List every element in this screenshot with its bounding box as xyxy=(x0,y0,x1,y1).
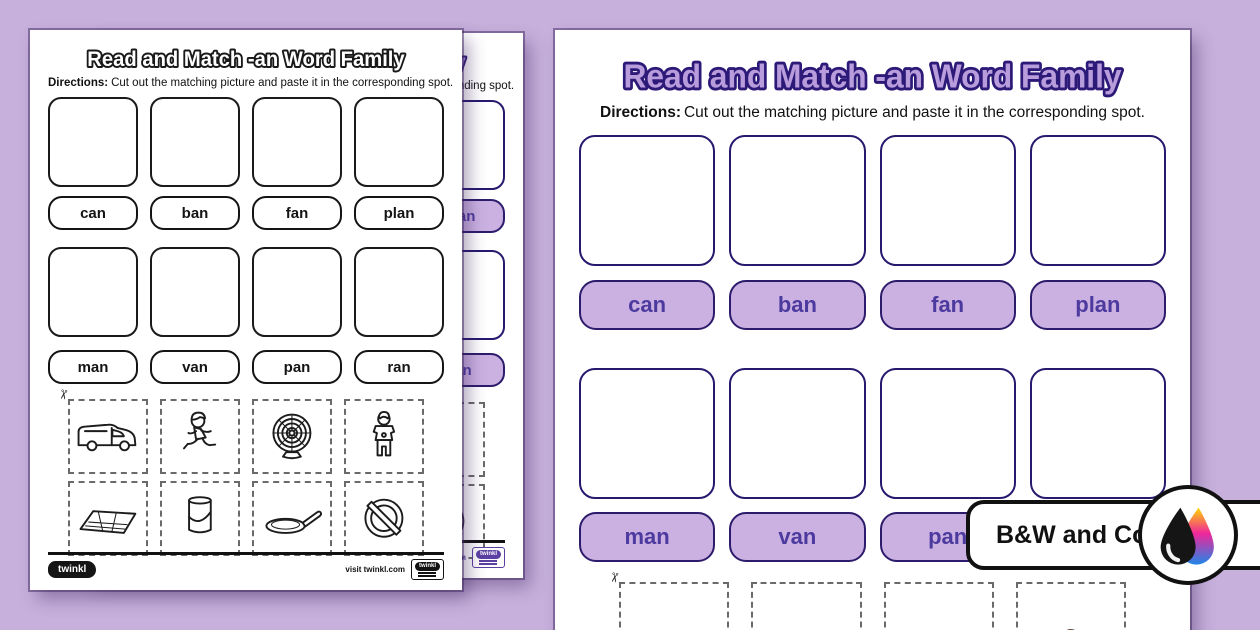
running-boy-icon xyxy=(183,411,217,450)
worksheet-page-bw: Read and Match -an Word Family Direction… xyxy=(30,30,462,590)
word-card-ban: ban xyxy=(729,280,866,330)
van-icon xyxy=(630,594,719,630)
word-card-plan: plan xyxy=(1029,280,1166,330)
cutout-card xyxy=(160,399,240,474)
cutout-row xyxy=(619,582,1126,630)
cutout-card xyxy=(751,582,862,630)
worksheet-title: Read and Match -an Word Family xyxy=(621,56,1125,98)
cutout-card xyxy=(160,481,240,556)
word-card-man: man xyxy=(579,512,716,562)
scissors-icon: ✂ xyxy=(606,570,623,585)
twinkl-stamp: twinkl xyxy=(410,558,444,580)
cutout-card xyxy=(344,481,424,556)
sheet-footer: twinkl visit twinkl.com twinkl xyxy=(48,551,444,580)
worksheet-page-color: Read and Match -an Word Family Direction… xyxy=(555,30,1190,630)
cutout-section: ✂ xyxy=(55,388,424,556)
ink-drop-icon xyxy=(1138,485,1238,585)
word-card-ran: ran xyxy=(354,350,444,384)
cutout-card xyxy=(619,582,730,630)
word-card-can: can xyxy=(579,280,716,330)
cutout-card xyxy=(883,582,994,630)
cutout-row xyxy=(68,481,424,556)
paste-box xyxy=(150,247,240,337)
van-icon xyxy=(77,423,137,452)
word-card-fan: fan xyxy=(879,280,1016,330)
twinkl-logo: twinkl xyxy=(48,560,97,578)
paste-box xyxy=(252,247,342,337)
soda-can-icon xyxy=(188,496,212,534)
running-boy-icon xyxy=(801,629,808,630)
word-card-van: van xyxy=(150,350,240,384)
man-icon xyxy=(1066,628,1076,630)
directions: Directions:Cut out the matching picture … xyxy=(48,77,454,89)
paste-box xyxy=(252,97,342,187)
word-card-row: man van pan ran xyxy=(48,350,444,384)
paste-box xyxy=(48,97,138,187)
fan-icon xyxy=(894,594,983,630)
cutout-card xyxy=(68,481,148,556)
cutout-card xyxy=(344,399,424,474)
paste-box-row xyxy=(579,368,1166,499)
fan-icon xyxy=(272,413,312,460)
scissors-icon: ✂ xyxy=(55,387,72,402)
paste-box-row xyxy=(48,247,444,337)
paste-box-row xyxy=(48,97,444,187)
svg-text:Read and Match -an Word Family: Read and Match -an Word Family xyxy=(87,47,405,71)
paste-box xyxy=(879,368,1016,499)
man-icon xyxy=(372,411,396,457)
visit-twinkl-text: visit twinkl.com xyxy=(345,564,405,574)
no-entry-icon xyxy=(364,499,404,538)
word-card-plan: plan xyxy=(354,196,444,230)
map-icon xyxy=(79,510,137,535)
word-card-row: can ban fan plan xyxy=(579,280,1166,330)
cutout-card xyxy=(252,481,332,556)
word-card-pan: pan xyxy=(252,350,342,384)
paste-box xyxy=(354,97,444,187)
word-card-fan: fan xyxy=(252,196,342,230)
svg-text:Read and Match -an Word Family: Read and Match -an Word Family xyxy=(623,58,1121,95)
cutout-card xyxy=(68,399,148,474)
cutout-card xyxy=(252,399,332,474)
paste-box xyxy=(729,368,866,499)
paste-box xyxy=(729,135,866,266)
word-card-can: can xyxy=(48,196,138,230)
paste-box xyxy=(579,368,716,499)
cutout-card xyxy=(1015,582,1126,630)
paste-box xyxy=(354,247,444,337)
word-card-row: can ban fan plan xyxy=(48,196,444,230)
directions: Directions:Cut out the matching picture … xyxy=(600,104,1145,121)
frying-pan-icon xyxy=(265,510,323,535)
paste-box-row xyxy=(579,135,1166,266)
paste-box xyxy=(579,135,716,266)
word-card-ban: ban xyxy=(150,196,240,230)
cutout-row xyxy=(68,399,424,474)
paste-box xyxy=(1029,368,1166,499)
cutout-section: ✂ xyxy=(606,571,1126,630)
twinkl-stamp: twinkl xyxy=(471,546,505,568)
word-card-van: van xyxy=(729,512,866,562)
word-card-man: man xyxy=(48,350,138,384)
worksheet-title: Read and Match -an Word Family xyxy=(85,45,406,73)
paste-box xyxy=(48,247,138,337)
paste-box xyxy=(1029,135,1166,266)
footer-divider xyxy=(48,551,444,555)
paste-box xyxy=(879,135,1016,266)
paste-box xyxy=(150,97,240,187)
